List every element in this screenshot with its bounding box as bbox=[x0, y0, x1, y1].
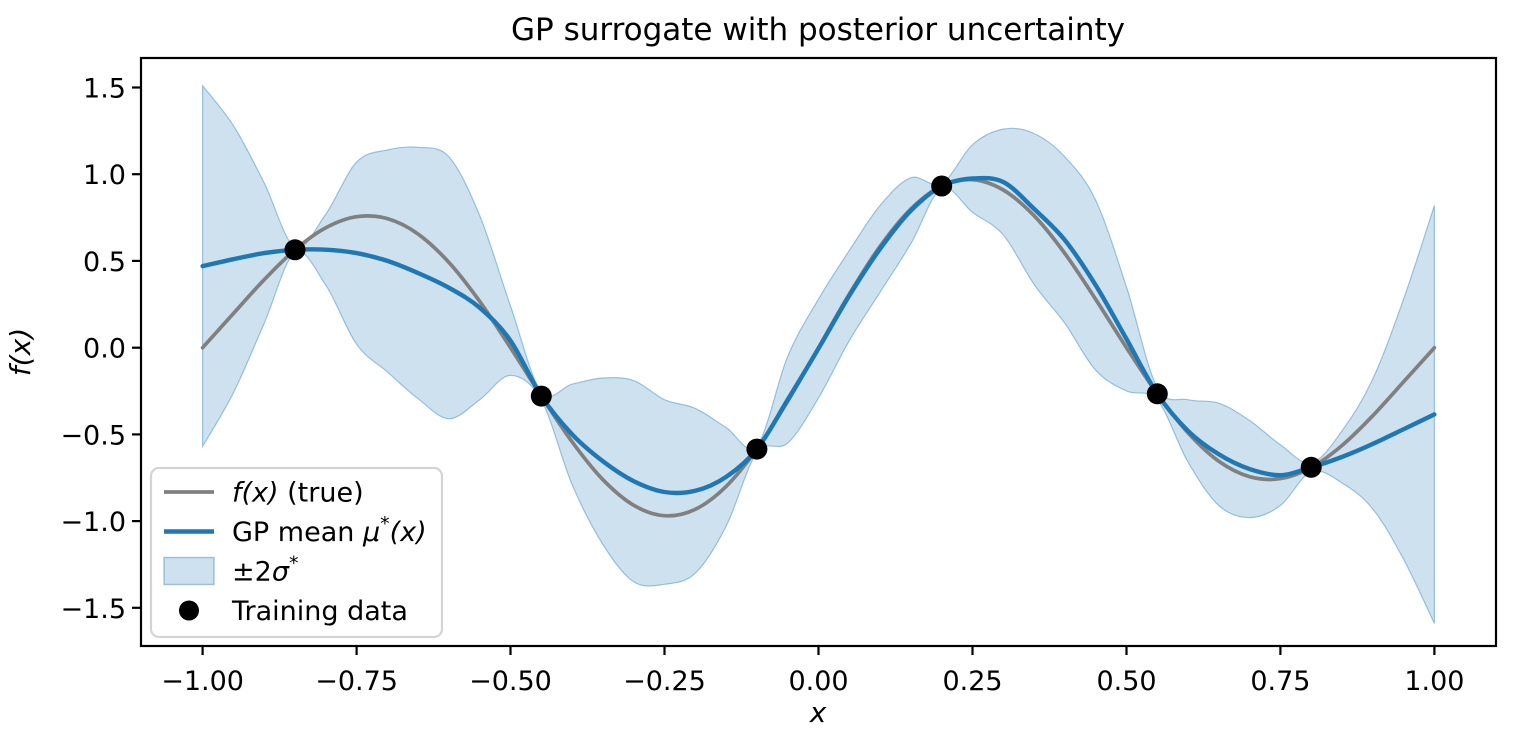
legend-item: GP mean μ*(x) bbox=[164, 513, 427, 548]
tick-layer: −1.00 −0.75 −0.50 −0.25 0.00 0.25 0.50 0.75 1.00… bbox=[60, 74, 1464, 698]
legend: f(x) (true) GP mean μ*(x) ±2σ* Training dat… bbox=[149, 466, 444, 639]
training-point bbox=[746, 438, 768, 460]
legend-item-label: ±2σ* bbox=[232, 553, 298, 588]
y-tick-label: −1.0 bbox=[60, 507, 126, 538]
y-tick-label: −1.5 bbox=[60, 594, 126, 625]
x-axis-label: x bbox=[809, 696, 827, 729]
curve-layer bbox=[200, 175, 1437, 518]
legend-item-label: GP mean μ*(x) bbox=[232, 513, 427, 548]
x-tick-label: 0.50 bbox=[1096, 666, 1156, 697]
legend-item-label: Training data bbox=[231, 596, 408, 627]
training-point bbox=[1300, 456, 1322, 478]
legend-item: ±2σ* bbox=[163, 553, 298, 588]
training-point bbox=[1146, 383, 1168, 405]
x-tick-label: −0.75 bbox=[315, 666, 398, 697]
y-tick-label: 1.0 bbox=[83, 160, 126, 191]
y-tick-label: 1.5 bbox=[83, 74, 126, 105]
gp-mean-line bbox=[200, 175, 1437, 496]
legend-box bbox=[149, 466, 444, 639]
uncertainty-band bbox=[202, 84, 1435, 624]
x-tick-label: 0.00 bbox=[788, 666, 848, 697]
x-tick-label: −0.25 bbox=[623, 666, 706, 697]
chart-title: GP surrogate with posterior uncertainty bbox=[511, 12, 1125, 48]
y-tick-label: 0.0 bbox=[83, 334, 126, 365]
training-points-layer bbox=[284, 175, 1322, 478]
training-point bbox=[530, 385, 552, 407]
legend-marker-dot bbox=[179, 600, 199, 621]
legend-item: f(x) (true) bbox=[164, 478, 364, 509]
x-tick-label: −0.50 bbox=[469, 666, 552, 697]
x-tick-label: 1.00 bbox=[1404, 666, 1464, 697]
training-point bbox=[931, 175, 953, 197]
x-tick-label: 0.75 bbox=[1250, 666, 1310, 697]
y-tick-label: 0.5 bbox=[83, 247, 126, 278]
training-point bbox=[284, 239, 306, 261]
legend-item: Training data bbox=[179, 596, 408, 627]
uncertainty-band-layer bbox=[202, 84, 1435, 624]
x-tick-label: −1.00 bbox=[161, 666, 244, 697]
y-axis-label: f(x) bbox=[4, 328, 37, 376]
legend-item-label: f(x) (true) bbox=[232, 478, 364, 509]
y-tick-label: −0.5 bbox=[60, 420, 126, 451]
legend-band-swatch bbox=[163, 556, 215, 586]
x-tick-label: 0.25 bbox=[942, 666, 1002, 697]
